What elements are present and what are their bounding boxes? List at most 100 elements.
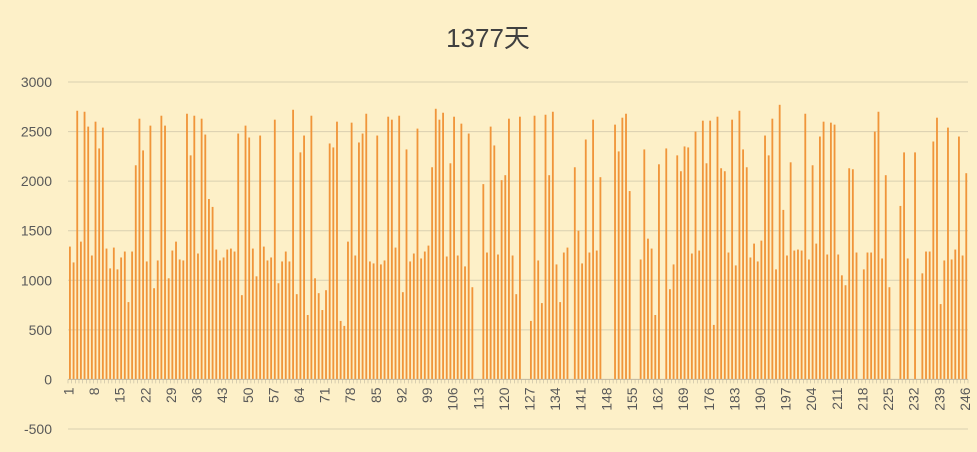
bar xyxy=(500,180,503,380)
bar xyxy=(237,133,240,380)
x-tick-label: 169 xyxy=(675,387,691,411)
bar xyxy=(771,118,774,380)
bar xyxy=(248,137,251,380)
bar xyxy=(826,254,829,380)
bar xyxy=(200,118,203,380)
bar xyxy=(317,293,320,380)
bar xyxy=(467,133,470,380)
x-tick-label: 78 xyxy=(342,387,358,403)
x-tick-label: 176 xyxy=(701,387,717,411)
x-tick-label: 22 xyxy=(137,387,153,403)
bar xyxy=(493,145,496,380)
bar xyxy=(939,304,942,380)
x-tick-label: 162 xyxy=(650,387,666,411)
bar xyxy=(90,255,93,380)
bar xyxy=(456,255,459,380)
bar xyxy=(438,119,441,380)
bar xyxy=(273,119,276,380)
bar xyxy=(379,264,382,380)
bar xyxy=(197,253,199,380)
bar xyxy=(376,135,379,380)
bar xyxy=(950,259,953,380)
bar xyxy=(786,255,788,380)
bar xyxy=(127,302,130,380)
bar xyxy=(343,325,346,380)
bar xyxy=(226,249,229,380)
bar xyxy=(745,167,748,380)
bar xyxy=(222,257,225,380)
bar xyxy=(303,135,305,380)
bar xyxy=(251,248,254,380)
x-tick-label: 218 xyxy=(854,387,870,411)
bar xyxy=(390,119,393,380)
x-tick-label: 113 xyxy=(470,387,486,410)
bar xyxy=(731,119,734,380)
bar xyxy=(789,162,792,380)
bar xyxy=(175,241,177,380)
bar xyxy=(925,251,927,380)
bar xyxy=(584,139,587,380)
bar xyxy=(592,119,594,380)
bar xyxy=(123,251,126,380)
bar xyxy=(625,113,627,380)
bar xyxy=(559,302,562,380)
bar xyxy=(548,175,551,380)
x-tick-label: 204 xyxy=(803,387,819,411)
y-tick-label: 2500 xyxy=(21,124,52,140)
bar xyxy=(76,110,79,380)
bar xyxy=(131,251,134,380)
x-tick-label: 183 xyxy=(726,387,742,411)
bar xyxy=(851,169,854,380)
bar xyxy=(101,127,104,380)
bar xyxy=(321,310,324,380)
bar xyxy=(599,177,602,380)
x-axis-tick-labels: 1 8 15 22 29 36 43 50 57 64 71 78 85 92 99 106 113 120 127… xyxy=(61,387,973,411)
x-tick-label: 239 xyxy=(931,387,947,411)
bar xyxy=(701,120,704,380)
bar xyxy=(171,250,174,380)
bar xyxy=(160,115,163,380)
bar xyxy=(866,252,869,380)
bar xyxy=(328,143,331,380)
bar xyxy=(504,175,507,380)
bar xyxy=(277,283,280,380)
bar xyxy=(540,303,543,380)
bar xyxy=(515,294,518,380)
bar xyxy=(138,118,141,380)
x-tick-label: 85 xyxy=(368,387,384,403)
bar xyxy=(932,141,935,380)
bar xyxy=(229,248,232,380)
bar xyxy=(760,240,763,380)
bar xyxy=(182,260,185,380)
bar xyxy=(497,254,499,380)
bar xyxy=(167,278,170,380)
x-axis xyxy=(67,378,969,384)
bar xyxy=(577,230,580,380)
bar xyxy=(712,324,715,380)
y-tick-label: 500 xyxy=(29,322,53,338)
bar xyxy=(778,104,781,380)
bar xyxy=(679,171,682,380)
bar xyxy=(961,255,964,380)
bar xyxy=(299,152,302,380)
bar xyxy=(690,253,693,380)
bar xyxy=(292,109,294,380)
bar xyxy=(562,252,565,380)
bar xyxy=(947,127,949,380)
bar xyxy=(840,275,843,380)
bar xyxy=(936,117,938,380)
bar xyxy=(211,206,214,380)
bar xyxy=(555,264,558,380)
bar xyxy=(873,131,876,380)
bar xyxy=(753,243,755,380)
bar xyxy=(262,246,265,380)
bar xyxy=(815,243,818,380)
bar xyxy=(716,116,719,380)
bar xyxy=(453,116,455,380)
bar xyxy=(694,131,697,380)
bar xyxy=(240,295,243,380)
bar xyxy=(288,261,291,380)
bar xyxy=(914,152,916,380)
x-tick-label: 1 xyxy=(61,387,77,395)
